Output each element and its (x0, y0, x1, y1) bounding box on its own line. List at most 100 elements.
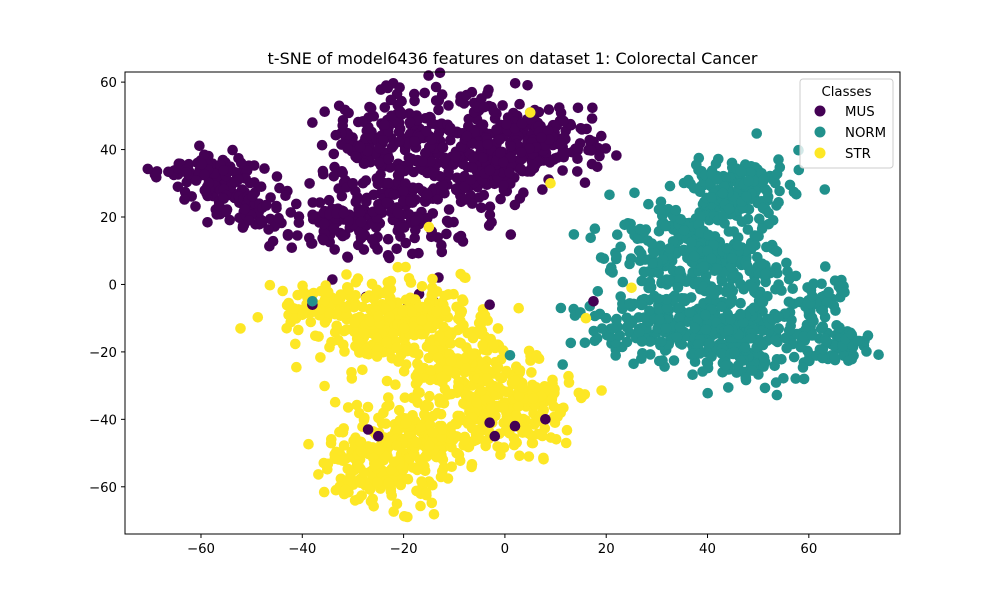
point-str (305, 316, 317, 328)
point-norm (723, 226, 735, 237)
point-mus (347, 178, 359, 189)
point-str (550, 434, 562, 445)
point-norm (762, 186, 773, 197)
point-mus (243, 215, 255, 226)
legend-label-norm: NORM (845, 126, 886, 141)
point-mus (190, 175, 202, 186)
point-mus (427, 208, 439, 219)
point-mus (537, 184, 548, 195)
point-mus (509, 420, 521, 432)
point-mus (524, 143, 535, 154)
point-mus (409, 95, 420, 107)
point-str (511, 410, 522, 421)
x-tick-label: −20 (390, 542, 418, 557)
point-mus (409, 232, 421, 244)
point-str (315, 352, 326, 363)
point-str (526, 367, 537, 378)
point-norm (639, 267, 650, 278)
point-norm (700, 309, 711, 321)
point-norm (653, 303, 664, 315)
point-str (398, 366, 410, 377)
point-str (338, 440, 350, 451)
point-mus (505, 152, 517, 163)
point-mus (261, 200, 272, 211)
point-norm (736, 216, 748, 227)
point-mus (509, 78, 521, 89)
point-norm (585, 232, 596, 244)
point-mus (259, 163, 270, 174)
point-str (411, 485, 422, 497)
point-mus (436, 246, 448, 258)
point-norm (771, 354, 783, 365)
point-str (416, 329, 427, 340)
point-mus (572, 153, 583, 164)
point-norm (629, 187, 640, 199)
point-mus (373, 430, 384, 442)
point-str (446, 461, 458, 473)
point-norm (739, 342, 751, 353)
point-str (427, 427, 439, 438)
point-mus (600, 143, 612, 154)
point-str (439, 290, 451, 302)
point-norm (741, 260, 753, 272)
point-mus (375, 169, 386, 180)
point-norm (725, 313, 736, 325)
point-mus (383, 153, 394, 165)
point-str (378, 407, 389, 419)
point-mus (374, 203, 386, 215)
point-norm (653, 267, 664, 279)
point-norm (711, 174, 723, 185)
point-str (498, 402, 509, 413)
point-norm (689, 322, 701, 334)
point-str (383, 477, 394, 489)
point-norm (839, 287, 850, 298)
legend: Classes MUS NORM STR (799, 78, 894, 169)
point-str (341, 476, 353, 488)
point-str (526, 437, 538, 449)
point-mus (318, 218, 330, 230)
point-mus (409, 136, 420, 147)
point-mus (384, 252, 395, 264)
point-str (431, 306, 442, 317)
point-str (340, 484, 351, 496)
point-norm (735, 355, 747, 367)
point-mus (354, 207, 366, 218)
point-mus (586, 113, 598, 124)
point-mus (498, 180, 509, 192)
point-mus (443, 166, 454, 178)
point-norm (788, 351, 800, 363)
point-mus (423, 70, 434, 81)
point-norm (725, 297, 737, 309)
point-str (293, 324, 304, 336)
point-norm (723, 203, 735, 215)
point-str (415, 362, 427, 374)
point-norm (747, 281, 758, 293)
point-norm (684, 307, 695, 318)
point-mus (474, 140, 485, 151)
point-mus (477, 152, 488, 163)
point-str (429, 285, 440, 297)
point-str (466, 459, 478, 470)
point-norm (678, 225, 690, 236)
point-mus (227, 144, 238, 156)
point-mus (427, 167, 439, 179)
legend-label-mus: MUS (845, 105, 875, 120)
point-str (467, 332, 479, 344)
point-str (492, 362, 504, 373)
point-str (477, 339, 489, 351)
point-mus (395, 106, 407, 118)
point-str (323, 307, 335, 319)
point-norm (664, 243, 675, 254)
point-str (326, 336, 337, 348)
point-str (381, 336, 392, 348)
point-mus (587, 102, 598, 114)
point-mus (379, 119, 391, 130)
point-norm (664, 274, 675, 286)
point-norm (783, 274, 795, 285)
point-mus (420, 147, 431, 159)
point-norm (611, 314, 622, 326)
point-str (394, 404, 405, 416)
point-norm (758, 352, 770, 364)
x-axis: −60 −40 −20 0 20 40 60 (187, 534, 817, 557)
point-mus (360, 175, 372, 186)
